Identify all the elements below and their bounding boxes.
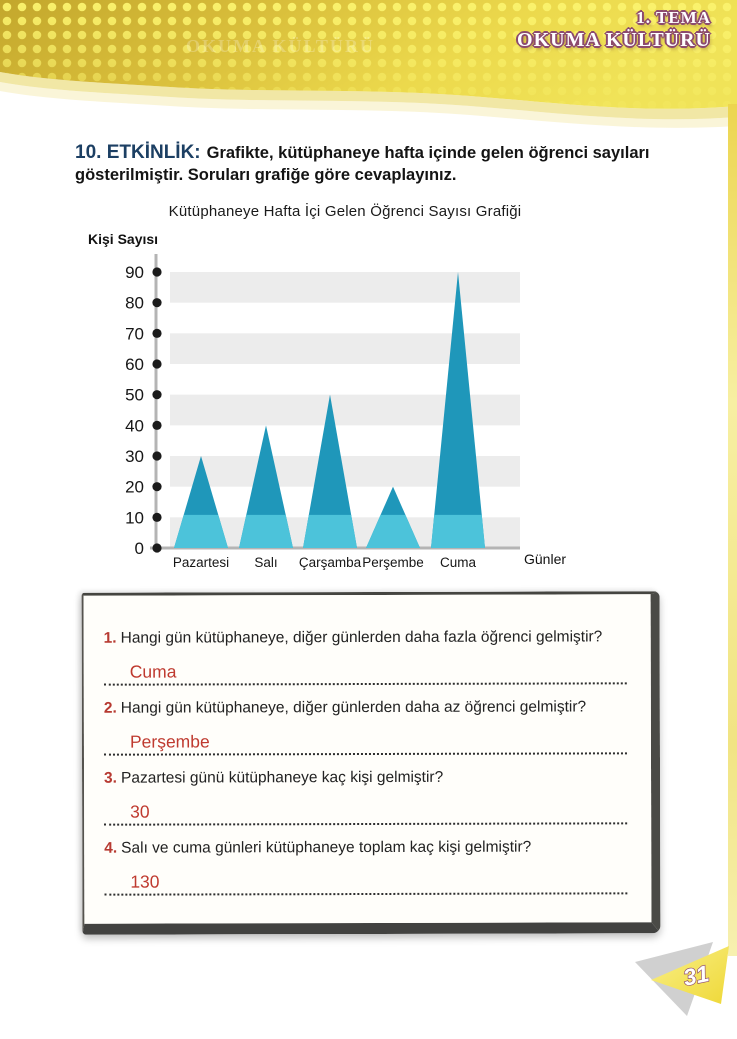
handwritten-answer: 130 bbox=[130, 871, 160, 892]
y-tick-label: 70 bbox=[125, 324, 144, 343]
x-category-label: Pazartesi bbox=[173, 555, 229, 570]
question-text: Salı ve cuma günleri kütüphaneye toplam … bbox=[121, 838, 532, 857]
question-line: 2. Hangi gün kütüphaneye, diğer günlerden… bbox=[104, 698, 627, 717]
question-line: 3. Pazartesi günü kütüphaneye kaç kişi ge… bbox=[104, 768, 627, 787]
tick-dot bbox=[152, 267, 162, 277]
questions-box: 1. Hangi gün kütüphaneye, diğer günlerden… bbox=[81, 591, 661, 935]
y-tick-label: 90 bbox=[125, 263, 144, 282]
peak-4 bbox=[431, 272, 485, 548]
y-tick-label: 80 bbox=[125, 294, 144, 313]
question-block: 3. Pazartesi günü kütüphaneye kaç kişi ge… bbox=[104, 768, 628, 826]
peak-2 bbox=[303, 394, 357, 548]
student-count-chart: 0 10 20 30 40 50 60 70 80 90 Pazartesi Salı Çarşamba… bbox=[125, 254, 520, 570]
y-tick-label: 30 bbox=[125, 447, 144, 466]
handwritten-answer: 30 bbox=[130, 801, 150, 822]
question-text: Pazartesi günü kütüphaneye kaç kişi gelm… bbox=[120, 768, 444, 787]
activity-number-label: 10. ETKİNLİK: bbox=[75, 142, 201, 163]
questions-list: 1. Hangi gün kütüphaneye, diğer günlerden… bbox=[103, 628, 628, 896]
handwritten-answer: Perşembe bbox=[129, 731, 210, 752]
question-block: 4. Salı ve cuma günleri kütüphaneye topla… bbox=[104, 838, 628, 896]
question-block: 2. Hangi gün kütüphaneye, diğer günlerden… bbox=[103, 698, 627, 756]
unit-title: OKUMA KÜLTÜRÜ bbox=[517, 29, 711, 51]
question-text: Hangi gün kütüphaneye, diğer günlerden d… bbox=[120, 628, 603, 647]
tick-dot bbox=[152, 482, 162, 492]
page-corner-triangle-gold bbox=[651, 946, 729, 1004]
peak-base-2 bbox=[303, 514, 357, 548]
tema-label: 1. TEMA bbox=[636, 8, 711, 27]
activity-heading: 10. ETKİNLİK: Grafikte, kütüphaneye hafta… bbox=[75, 140, 671, 187]
question-number: 4. bbox=[104, 839, 118, 857]
header-wave-echo-2 bbox=[0, 82, 737, 128]
tick-dot bbox=[152, 359, 162, 369]
question-number: 1. bbox=[103, 629, 117, 647]
question-block: 1. Hangi gün kütüphaneye, diğer günlerden… bbox=[103, 628, 627, 686]
x-axis-title: Günler bbox=[524, 551, 567, 567]
tick-dot bbox=[152, 512, 162, 522]
tick-dot bbox=[152, 298, 162, 308]
tick-dot bbox=[152, 390, 162, 400]
answer-line[interactable]: Cuma bbox=[103, 652, 627, 686]
y-tick-label: 0 bbox=[135, 539, 144, 558]
activity-description: Grafikte, kütüphaneye hafta içinde gelen… bbox=[75, 144, 650, 185]
page-header: OKUMA KÜLTÜRÜ 1. TEMA OKUMA KÜLTÜRÜ bbox=[0, 0, 737, 132]
y-tick-label: 40 bbox=[125, 416, 144, 435]
tick-dot bbox=[152, 543, 162, 553]
question-number: 3. bbox=[104, 769, 117, 787]
question-line: 4. Salı ve cuma günleri kütüphaneye topla… bbox=[104, 838, 627, 857]
x-category-label: Perşembe bbox=[362, 555, 424, 570]
tick-dot bbox=[152, 420, 162, 430]
question-line: 1. Hangi gün kütüphaneye, diğer günlerden… bbox=[104, 628, 627, 647]
tick-dot bbox=[152, 328, 162, 338]
y-tick-label: 10 bbox=[125, 508, 144, 527]
x-category-label: Çarşamba bbox=[299, 555, 362, 570]
y-tick-label: 60 bbox=[125, 355, 144, 374]
answer-line[interactable]: 130 bbox=[104, 862, 628, 896]
page-number: 31 bbox=[681, 960, 711, 991]
question-number: 2. bbox=[103, 699, 117, 717]
chart-title: Kütüphaneye Hafta İçi Gelen Öğrenci Sayı… bbox=[168, 203, 522, 220]
x-category-label: Cuma bbox=[440, 555, 477, 570]
answer-line[interactable]: Perşembe bbox=[103, 722, 627, 756]
y-axis-ticks: 0 10 20 30 40 50 60 70 80 90 bbox=[125, 263, 162, 558]
header-wave-echo-1 bbox=[0, 72, 737, 120]
header-titles: 1. TEMA OKUMA KÜLTÜRÜ bbox=[517, 8, 711, 52]
y-tick-label: 20 bbox=[125, 478, 144, 497]
answer-line[interactable]: 30 bbox=[104, 792, 628, 826]
y-axis-title: Kişi Sayısı bbox=[88, 231, 159, 247]
y-tick-label: 50 bbox=[125, 386, 144, 405]
peak-base-3 bbox=[366, 514, 420, 548]
header-wave-graphic bbox=[0, 0, 737, 128]
x-axis-labels: Pazartesi Salı Çarşamba Perşembe Cuma bbox=[173, 555, 477, 570]
peak-base-1 bbox=[239, 514, 293, 548]
peak-base-4 bbox=[431, 514, 485, 548]
tick-dot bbox=[152, 451, 162, 461]
page-edge-strip bbox=[728, 104, 737, 956]
peak-base-0 bbox=[174, 514, 228, 548]
header-watermark: OKUMA KÜLTÜRÜ bbox=[186, 36, 375, 56]
question-text: Hangi gün kütüphaneye, diğer günlerden d… bbox=[120, 698, 587, 717]
data-peaks bbox=[174, 272, 485, 548]
x-category-label: Salı bbox=[254, 555, 277, 570]
page-number-badge: 31 bbox=[635, 942, 729, 1016]
handwritten-answer: Cuma bbox=[129, 661, 177, 682]
